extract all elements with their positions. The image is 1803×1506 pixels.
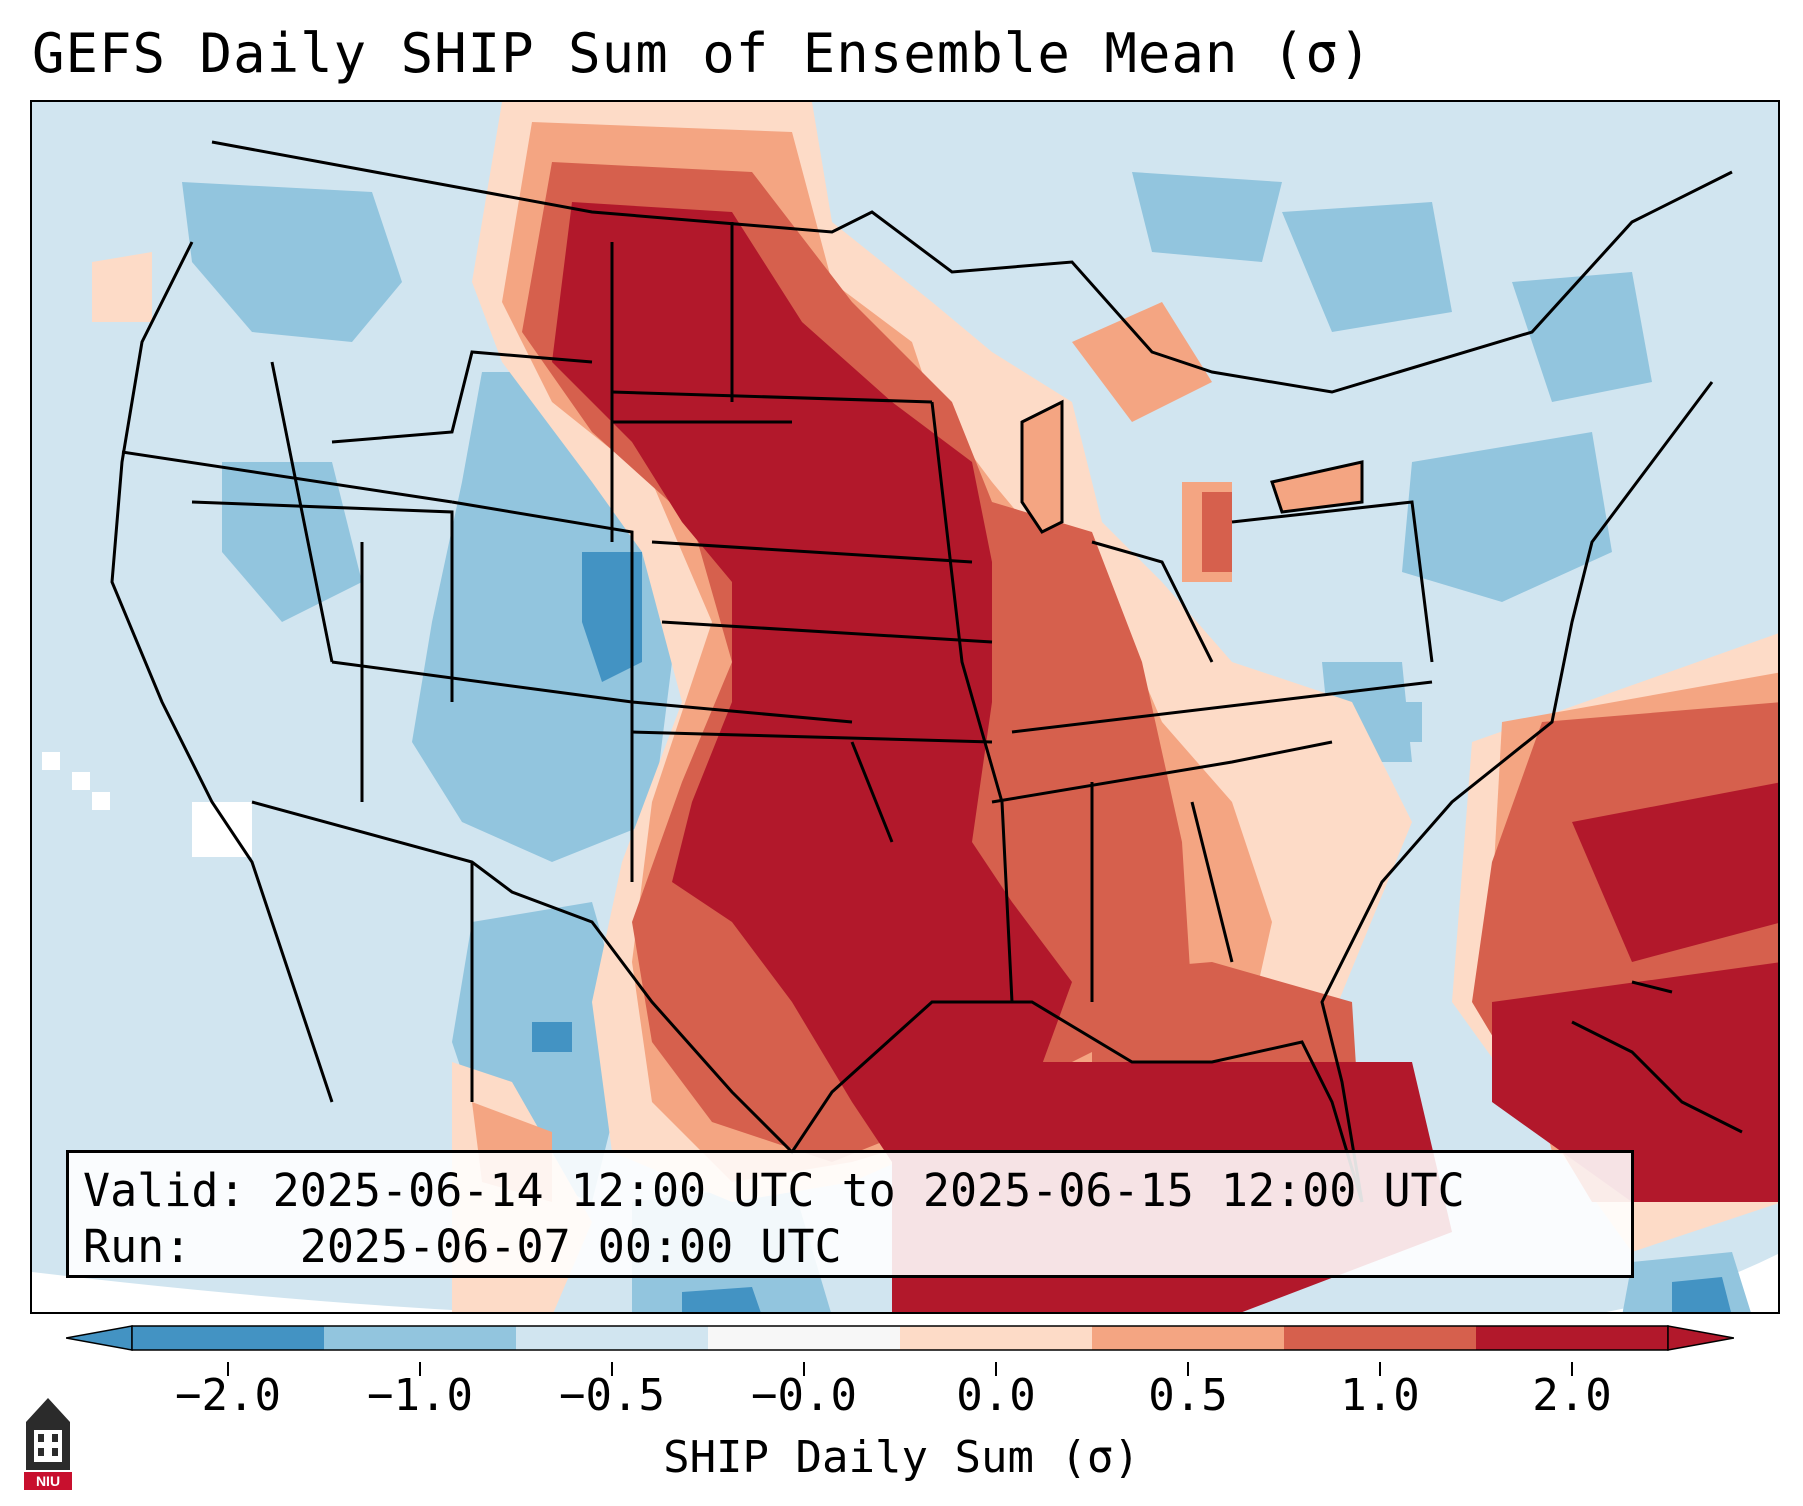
colorbar-tick-label: 2.0 [1532,1370,1612,1421]
colorbar-segments [131,1325,1669,1351]
colorbar-tick [611,1362,613,1376]
colorbar-segment [324,1326,517,1350]
colorbar-extend-high [1667,1325,1734,1351]
caribbean-islands [1571,980,1743,1134]
colorbar-tick [1571,1362,1573,1376]
run-value: 2025-06-07 00:00 UTC [299,1220,842,1273]
colorbar-segment [900,1326,1093,1350]
niu-logo: NIU [24,1398,72,1490]
colorbar-tick-label: 0.0 [956,1370,1036,1421]
colorbar-tick-label: 0.5 [1148,1370,1228,1421]
colorbar-tick-label: 1.0 [1340,1370,1420,1421]
strong-negative-regions [532,552,1731,1312]
colorbar-segment [1092,1326,1285,1350]
chart-title: GEFS Daily SHIP Sum of Ensemble Mean (σ) [32,22,1373,85]
projection-edge [32,1272,488,1312]
colorbar-tick [227,1362,229,1376]
colorbar-segment [132,1326,325,1350]
colorbar-segment [708,1326,901,1350]
colorbar-tick-label: −0.0 [751,1370,857,1421]
valid-label: Valid: [83,1164,246,1217]
colorbar-tick [995,1362,997,1376]
colorbar-tick [803,1362,805,1376]
state-boundaries [110,140,1733,1203]
colorbar-extend-low [66,1325,133,1351]
colorbar-label: SHIP Daily Sum (σ) [663,1432,1140,1483]
colorbar-tick-label: −2.0 [175,1370,281,1421]
valid-value: 2025-06-14 12:00 UTC to 2025-06-15 12:00… [272,1164,1465,1217]
map-panel [30,100,1780,1314]
colorbar-tick-label: −0.5 [559,1370,665,1421]
anomaly-map [32,102,1778,1312]
colorbar-tick [1379,1362,1381,1376]
colorbar-tick [1187,1362,1189,1376]
great-lakes [1020,399,1364,534]
colorbar-segment [1284,1326,1477,1350]
valid-run-box: Valid: 2025-06-14 12:00 UTC to 2025-06-1… [66,1150,1634,1278]
colorbar-segment [516,1326,709,1350]
colorbar-tick [419,1362,421,1376]
colorbar [66,1325,1734,1351]
logo-text: NIU [36,1473,60,1489]
colorbar-tick-label: −1.0 [367,1370,473,1421]
run-label: Run: [83,1220,192,1273]
colorbar-segment [1476,1326,1669,1350]
